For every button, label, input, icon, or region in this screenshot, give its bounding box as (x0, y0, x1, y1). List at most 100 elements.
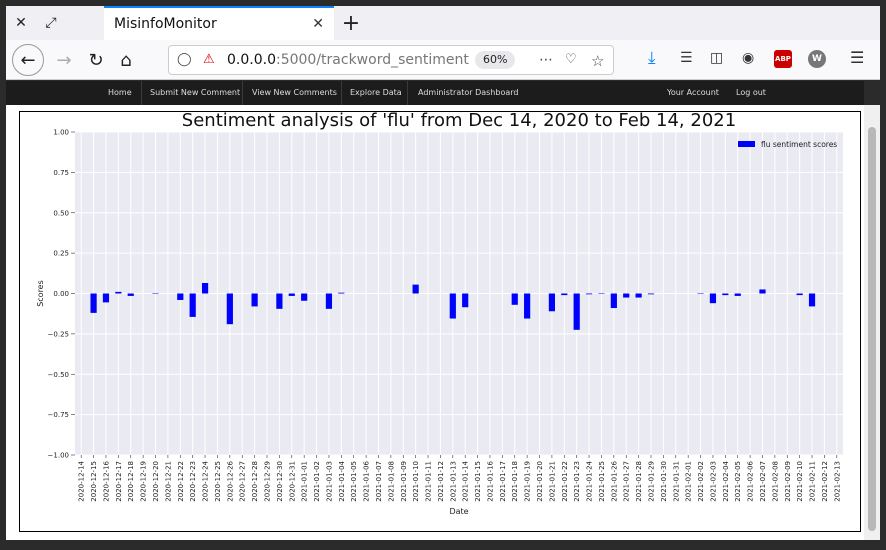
bar-2020-12-30 (276, 293, 283, 309)
x-tick-label: 2021-01-13 (449, 461, 457, 502)
x-tick-label: 2021-01-11 (425, 461, 433, 502)
x-tick-label: 2021-01-25 (598, 461, 606, 502)
home-button[interactable]: ⌂ (120, 49, 132, 71)
x-tick-label: 2020-12-24 (202, 460, 210, 501)
new-tab-button[interactable]: + (341, 10, 361, 36)
nav-divider (242, 81, 243, 105)
bar-2021-01-03 (325, 293, 333, 309)
bar-2021-01-29 (647, 293, 655, 295)
forward-button[interactable]: → (56, 49, 72, 71)
sidebar-icon[interactable]: ◫ (710, 50, 724, 66)
back-button[interactable]: ← (12, 44, 44, 76)
x-tick-label: 2021-01-12 (437, 461, 445, 502)
restore-window-icon[interactable]: ⤢ (45, 15, 57, 31)
x-tick-label: 2021-01-01 (301, 461, 309, 502)
x-tick-label: 2021-01-18 (511, 461, 519, 502)
x-tick-label: 2020-12-27 (239, 461, 247, 502)
extension-w-icon[interactable]: W (808, 50, 826, 68)
x-tick-label: 2020-12-28 (251, 461, 259, 502)
chart-title: Sentiment analysis of 'flu' from Dec 14,… (182, 112, 736, 131)
x-tick-label: 2020-12-25 (214, 461, 222, 502)
adblock-icon[interactable]: ABP (774, 50, 792, 68)
y-tick-label: 0.50 (53, 209, 69, 217)
bar-2020-12-31 (288, 293, 295, 296)
x-tick-label: 2021-01-04 (338, 460, 346, 501)
bar-2021-01-18 (511, 293, 518, 305)
page-actions-icon[interactable]: ⋯ (539, 52, 553, 68)
bar-2021-01-14 (462, 293, 469, 308)
bar-2020-12-15 (90, 293, 97, 313)
x-tick-label: 2021-01-29 (648, 461, 656, 502)
bar-2021-01-19 (524, 293, 531, 319)
x-tick-label: 2021-01-24 (586, 460, 594, 501)
bar-2020-12-16 (102, 293, 110, 303)
x-tick-label: 2021-01-05 (350, 461, 358, 502)
x-tick-label: 2021-01-22 (561, 461, 569, 502)
y-tick-label: −0.25 (48, 330, 69, 338)
scrollbar-thumb[interactable] (868, 127, 876, 531)
url-path: :5000/trackword_sentiment (275, 52, 469, 68)
close-window-icon[interactable]: ✕ (15, 15, 27, 31)
nav-divider (407, 81, 408, 105)
x-tick-label: 2020-12-23 (189, 461, 197, 502)
x-tick-label: 2021-02-07 (759, 461, 767, 502)
nav-view-comments[interactable]: View New Comments (252, 88, 337, 97)
pocket-icon[interactable]: ♡ (565, 52, 577, 67)
x-tick-label: 2021-02-06 (747, 460, 755, 501)
zoom-level[interactable]: 60% (475, 51, 516, 69)
x-tick-label: 2020-12-16 (102, 460, 110, 501)
x-tick-label: 2021-01-06 (363, 460, 371, 501)
bar-2021-01-04 (338, 292, 345, 294)
bar-2021-01-23 (573, 293, 580, 330)
x-tick-label: 2021-01-16 (486, 460, 494, 501)
x-tick-label: 2021-02-01 (685, 461, 693, 502)
downloads-icon[interactable]: ⤓ (648, 48, 656, 68)
bar-2021-01-24 (585, 293, 593, 295)
y-axis-label: Scores (36, 280, 45, 307)
nav-admin-dashboard[interactable]: Administrator Dashboard (418, 88, 519, 97)
x-tick-label: 2021-02-03 (709, 461, 717, 502)
nav-home[interactable]: Home (108, 88, 132, 97)
bar-2021-01-13 (449, 293, 456, 319)
url-text[interactable]: 0.0.0.0:5000/trackword_sentiment (227, 52, 469, 68)
x-tick-label: 2021-01-31 (672, 461, 680, 502)
y-tick-label: 0.00 (53, 290, 69, 298)
menu-icon[interactable]: ☰ (850, 48, 865, 67)
nav-divider (141, 81, 142, 105)
x-tick-label: 2021-02-13 (833, 461, 841, 502)
nav-log-out[interactable]: Log out (736, 88, 766, 97)
x-tick-label: 2020-12-30 (276, 461, 284, 502)
x-tick-label: 2021-01-17 (499, 461, 507, 502)
x-tick-label: 2020-12-26 (226, 460, 234, 501)
tab-misinfomonitor[interactable]: MisinfoMonitor ✕ (104, 6, 334, 40)
x-tick-label: 2021-01-03 (325, 461, 333, 502)
navigation-toolbar: ← → ↻ ⌂ ◯ ⚠ 0.0.0.0:5000/trackword_senti… (6, 40, 880, 80)
page-scrollbar[interactable] (864, 105, 880, 540)
bookmark-star-icon[interactable]: ☆ (591, 52, 605, 70)
x-tick-label: 2020-12-19 (140, 461, 148, 502)
nav-explore-data[interactable]: Explore Data (350, 88, 402, 97)
x-tick-label: 2021-02-12 (821, 461, 829, 502)
nav-submit-comment[interactable]: Submit New Comment (150, 88, 241, 97)
x-tick-label: 2021-01-19 (524, 461, 532, 502)
bar-2020-12-28 (251, 293, 258, 307)
shield-icon[interactable]: ◯ (177, 52, 192, 67)
bar-2020-12-23 (189, 293, 196, 317)
chart-figure: 1.00 0.75 0.50 0.25 0.00 −0.25 −0.50 −0.75 −1.00… (19, 110, 861, 532)
account-icon[interactable]: ◉ (742, 50, 755, 66)
url-bar[interactable]: ◯ ⚠ 0.0.0.0:5000/trackword_sentiment 60%… (168, 45, 614, 75)
reload-button[interactable]: ↻ (88, 49, 104, 71)
bar-2020-12-18 (127, 293, 134, 296)
x-tick-label: 2021-01-30 (660, 461, 668, 502)
nav-your-account[interactable]: Your Account (667, 88, 719, 97)
bar-2021-01-21 (548, 293, 555, 312)
library-icon[interactable]: ☰ (680, 50, 693, 66)
tab-close-icon[interactable]: ✕ (312, 16, 324, 32)
insecure-lock-icon[interactable]: ⚠ (203, 52, 215, 67)
x-tick-label: 2021-01-07 (375, 461, 383, 502)
bar-2021-02-05 (734, 293, 741, 296)
bar-2020-12-17 (115, 291, 122, 294)
bar-2020-12-24 (201, 283, 209, 294)
x-tick-label: 2021-01-28 (635, 461, 643, 502)
